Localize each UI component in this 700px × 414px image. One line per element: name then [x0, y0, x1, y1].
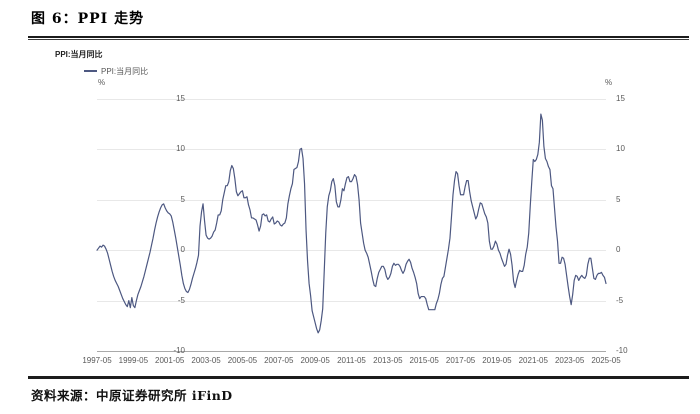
y-tick-label-right: -10: [616, 346, 628, 355]
y-tick-label-left: -10: [173, 346, 185, 355]
x-tick-label: 2023-05: [554, 356, 585, 365]
y-tick-label-right: 0: [616, 245, 621, 255]
legend-line-swatch: [84, 70, 97, 72]
y-tick-label-left: -5: [177, 295, 185, 305]
x-tick-label: 2015-05: [409, 356, 439, 365]
y-tick-label-left: 15: [176, 94, 185, 103]
gridline-y--5: [97, 300, 606, 302]
line-chart-plot-area: [96, 99, 607, 352]
x-tick-label: 2007-05: [264, 356, 294, 365]
y-tick-label-right: 5: [616, 194, 621, 204]
figure-title: 图 6：PPI 走势: [31, 11, 145, 27]
title-divider: [28, 36, 689, 40]
gridline-y-5: [97, 199, 606, 201]
series-svg: [96, 113, 607, 334]
gridline-y-15: [97, 99, 606, 100]
y-tick-label-right: -5: [616, 295, 624, 305]
y-tick-label-left: 0: [180, 245, 185, 255]
x-tick-label: 1997-05: [82, 356, 112, 365]
y-axis-unit-left: %: [98, 78, 106, 87]
x-tick-label: 2005-05: [227, 356, 258, 365]
chart-legend: PPI:当月同比: [84, 65, 148, 77]
y-tick-label-left: 5: [180, 194, 185, 204]
gridline-y-0: [97, 250, 606, 252]
y-tick-label-left: 10: [176, 144, 185, 154]
x-tick-label: 2003-05: [191, 356, 221, 365]
legend-series-label: PPI:当月同比: [101, 66, 149, 76]
chart-panel-label: PPI:当月同比: [55, 50, 103, 59]
x-tick-label: 2019-05: [482, 356, 512, 365]
x-tick-label: 2013-05: [373, 356, 403, 365]
y-tick-label-right: 10: [616, 144, 625, 154]
x-tick-label: 2001-05: [155, 356, 185, 365]
gridline-y--10: [97, 351, 606, 352]
series-line: [96, 113, 607, 334]
x-tick-label: 2011-05: [337, 356, 366, 365]
bottom-divider: [28, 376, 689, 379]
figure-source: 资料来源：中原证券研究所 iFinD: [31, 388, 233, 403]
x-tick-label: 2017-05: [445, 356, 476, 365]
y-axis-unit-right: %: [605, 78, 613, 87]
x-tick-label: 2021-05: [518, 356, 548, 365]
x-tick-label: 2025-05: [591, 356, 621, 365]
y-tick-label-right: 15: [616, 94, 625, 103]
x-tick-label: 2009-05: [300, 356, 330, 365]
gridline-y-10: [97, 149, 606, 151]
x-tick-label: 1999-05: [118, 356, 149, 365]
